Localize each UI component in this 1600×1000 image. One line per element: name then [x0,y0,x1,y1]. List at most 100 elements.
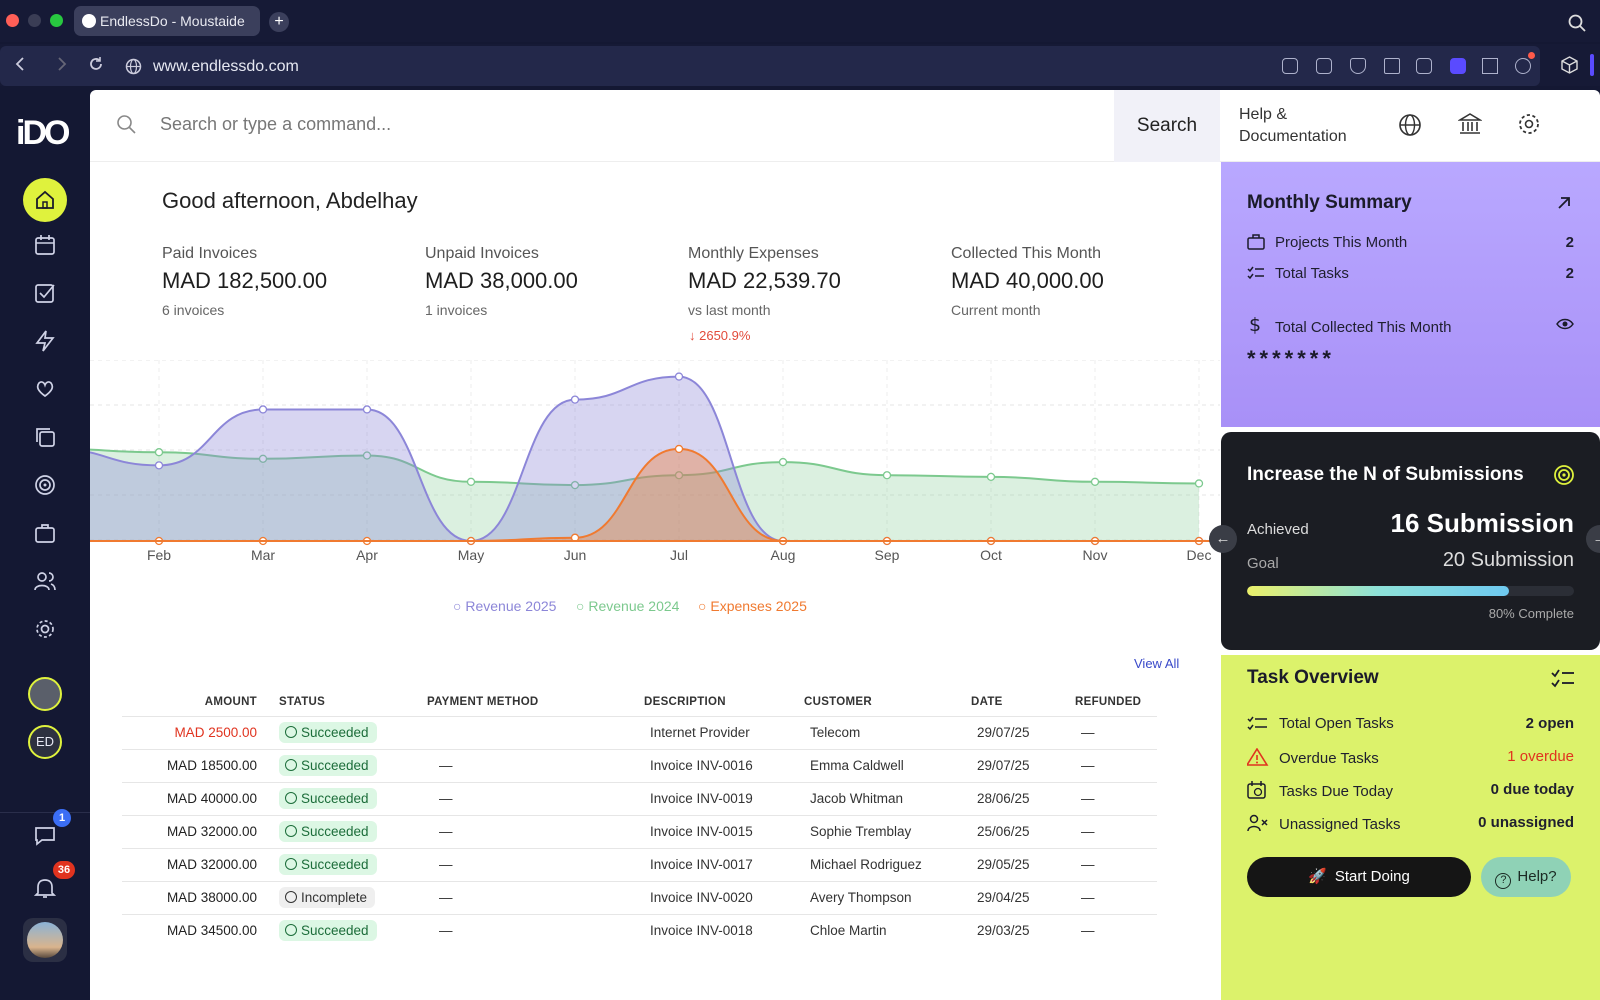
status-text: Succeeded [301,791,369,806]
profile-photo [27,922,63,958]
workspace-avatar[interactable] [28,677,62,711]
status-text: Incomplete [301,890,368,905]
notifications-button[interactable] [27,870,63,906]
profile-icon[interactable] [1515,58,1531,74]
play-icon[interactable] [1384,58,1400,74]
summary-projects-row: Projects This Month 2 [1247,234,1574,251]
shield-icon[interactable] [1350,58,1366,74]
reload-icon[interactable] [88,56,104,72]
profile-avatar[interactable] [23,918,67,962]
svg-text:$: $ [1249,315,1261,335]
col-date[interactable]: DATE [971,695,1003,708]
help-documentation-link[interactable]: Help & Documentation [1239,106,1347,145]
help-button[interactable]: ? Help? [1481,857,1571,897]
col-status[interactable]: STATUS [279,695,326,708]
cell-payment-method: — [427,847,644,881]
view-all-link[interactable]: View All [1134,656,1180,671]
table-row[interactable]: MAD 40000.00 Succeeded — Invoice INV-0019 Ja… [122,781,1157,815]
legend-revenue-2025[interactable]: ○ Revenue 2025 [453,598,557,614]
sidebar-toggle[interactable] [1590,54,1594,76]
sidebar-item-tasks[interactable] [27,275,63,311]
cell-description: Invoice INV-0019 [644,781,804,815]
menu-icon[interactable] [1482,58,1498,74]
cube-icon[interactable] [1561,56,1578,74]
prev-goal-button[interactable]: ← [1209,525,1237,553]
cell-customer: Chloe Martin [804,913,971,947]
expense-trend: ↓ 2650.9% [689,328,751,343]
sidebar-item-goals[interactable] [27,467,63,503]
close-window-button[interactable] [6,14,19,27]
sidebar-item-settings[interactable] [27,611,63,647]
summary-collected-row: $ Total Collected This Month [1247,315,1574,336]
extension-icon[interactable] [1450,58,1466,74]
cell-customer: Sophie Tremblay [804,814,971,848]
tab-title: EndlessDo - Moustaide [100,13,245,29]
sidebar-item-calendar[interactable] [27,227,63,263]
col-payment-method[interactable]: PAYMENT METHOD [427,695,539,708]
row-value: 2 [1565,265,1574,282]
row-label: Overdue Tasks [1279,750,1379,767]
user-initials-avatar[interactable]: ED [28,725,62,759]
stat-label: Unpaid Invoices [425,245,539,262]
briefcase-icon [1247,234,1265,250]
table-row[interactable]: MAD 38000.00 Incomplete — Invoice INV-0020 A… [122,880,1157,914]
data-point [778,457,788,467]
card-title: Monthly Summary [1247,192,1412,213]
url-field[interactable]: www.endlessdo.com [0,46,1540,86]
sidebar-item-documents[interactable] [27,419,63,455]
checklist-icon[interactable] [1551,668,1575,690]
calendar-clock-icon [1247,781,1266,799]
col-description[interactable]: DESCRIPTION [644,695,726,708]
eye-icon[interactable] [1556,317,1574,331]
sidebar-item-home[interactable] [23,178,67,222]
browser-tab[interactable]: EndlessDo - Moustaide [74,6,260,36]
search-icon[interactable] [1568,14,1586,32]
minimize-window-button[interactable] [28,14,41,27]
back-icon[interactable] [14,56,26,72]
globe-icon [82,14,96,28]
sidebar-item-automation[interactable] [27,323,63,359]
data-point [362,451,372,460]
new-tab-button[interactable]: + [269,12,289,32]
cell-payment-method [427,715,644,749]
cell-description: Invoice INV-0020 [644,880,804,914]
legend-expenses-2025[interactable]: ○ Expenses 2025 [698,598,807,614]
settings-gear-icon[interactable] [1517,112,1541,136]
maximize-window-button[interactable] [50,14,63,27]
search-button[interactable]: Search [1114,90,1220,162]
legend-revenue-2024[interactable]: ○ Revenue 2024 [576,598,680,614]
language-globe-icon[interactable] [1398,113,1422,137]
table-row[interactable]: MAD 18500.00 Succeeded — Invoice INV-0016 Em… [122,748,1157,782]
table-row[interactable]: MAD 32000.00 Succeeded — Invoice INV-0015 So… [122,814,1157,848]
sidebar-item-projects[interactable] [27,515,63,551]
summary-tasks-row: Total Tasks 2 [1247,265,1574,282]
x-tick-label: Apr [356,547,378,563]
row-value: 0 unassigned [1478,814,1574,831]
col-refunded[interactable]: REFUNDED [1075,695,1142,708]
download-icon[interactable] [1416,58,1432,74]
col-amount[interactable]: AMOUNT [204,695,257,708]
expand-arrow-icon[interactable] [1556,195,1572,211]
sidebar-item-team[interactable] [27,563,63,599]
sidebar-item-clients[interactable] [27,371,63,407]
table-header-row: AMOUNT STATUS PAYMENT METHOD DESCRIPTION… [122,688,1157,716]
cell-payment-method: — [427,748,644,782]
row-value: 0 due today [1490,781,1574,798]
table-row[interactable]: MAD 34500.00 Succeeded — Invoice INV-0018 Ch… [122,913,1157,947]
camera-icon[interactable] [1316,58,1332,74]
col-customer[interactable]: CUSTOMER [804,695,872,708]
edit-icon[interactable] [1282,58,1298,74]
site-info-icon[interactable] [125,58,142,75]
next-goal-button[interactable]: → [1586,525,1600,553]
cell-status: Incomplete [267,880,427,914]
table-row[interactable]: MAD 2500.00 Succeeded Internet Provider Tel… [122,715,1157,749]
table-row[interactable]: MAD 32000.00 Succeeded — Invoice INV-0017 Mi… [122,847,1157,881]
app-logo[interactable]: iDO [16,114,70,152]
start-doing-button[interactable]: 🚀 Start Doing [1247,857,1471,897]
check-circle-icon [285,759,297,771]
forward-icon[interactable] [56,56,68,72]
messages-button[interactable] [27,818,63,854]
command-search-input[interactable] [160,114,1060,135]
bank-icon[interactable] [1458,112,1482,136]
url-text: www.endlessdo.com [153,58,299,75]
